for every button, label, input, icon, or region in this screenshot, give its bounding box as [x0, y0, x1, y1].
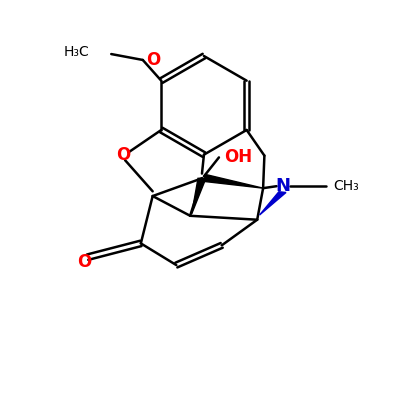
Text: N: N	[275, 177, 290, 195]
Polygon shape	[192, 178, 206, 214]
Polygon shape	[260, 192, 286, 215]
Text: H₃C: H₃C	[64, 45, 90, 59]
Text: O: O	[116, 146, 130, 164]
Text: O: O	[146, 51, 160, 69]
Text: CH₃: CH₃	[333, 179, 359, 193]
Text: OH: OH	[224, 148, 252, 166]
Text: O: O	[77, 253, 92, 271]
Polygon shape	[204, 174, 263, 188]
